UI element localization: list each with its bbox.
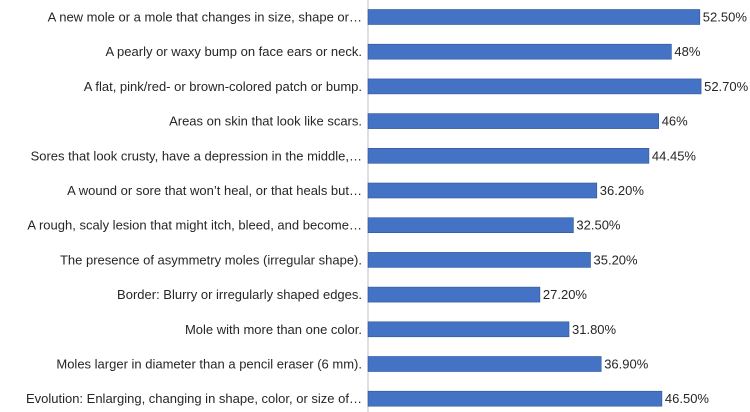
category-label: Sores that look crusty, have a depressio… [31,148,362,163]
data-label: 35.20% [594,252,639,267]
data-label: 36.20% [600,183,645,198]
category-label: Evolution: Enlarging, changing in shape,… [26,391,362,406]
bar [367,286,541,303]
category-label: A pearly or waxy bump on face ears or ne… [105,44,362,59]
data-label: 44.45% [652,148,697,163]
category-label: Moles larger in diameter than a pencil e… [56,357,362,372]
bar [367,148,650,164]
category-label: Mole with more than one color. [185,322,362,337]
data-label: 46.50% [665,391,710,406]
data-label: 36.90% [604,357,649,372]
category-label: A wound or sore that won’t heal, or that… [67,183,362,198]
data-label: 52.70% [704,79,749,94]
data-label: 48% [674,44,700,59]
bar [367,356,602,372]
data-label: 46% [662,114,688,129]
bars-group [367,9,702,407]
bar [367,217,574,233]
data-label: 52.50% [703,10,748,25]
category-label: Border: Blurry or irregularly shaped edg… [117,287,362,302]
bar [367,182,598,199]
bar [367,113,660,129]
bar [367,252,591,268]
bar [367,321,570,338]
bar [367,9,701,25]
category-label: The presence of asymmetry moles (irregul… [60,252,362,267]
category-labels-group: A new mole or a mole that changes in siz… [26,10,362,407]
category-label: A rough, scaly lesion that might itch, b… [27,218,362,233]
data-label: 31.80% [572,322,617,337]
bar [367,78,702,95]
data-label: 32.50% [576,218,621,233]
value-labels-group: 52.50% 48% 52.70% 46% 44.45% 36.20% 32.50% 35.2… [543,10,749,407]
category-label: A new mole or a mole that changes in siz… [48,10,362,25]
data-label: 27.20% [543,287,588,302]
bar [367,43,672,60]
bar [367,390,663,407]
category-label: A flat, pink/red- or brown-colored patch… [84,79,362,94]
category-label: Areas on skin that look like scars. [169,114,362,129]
